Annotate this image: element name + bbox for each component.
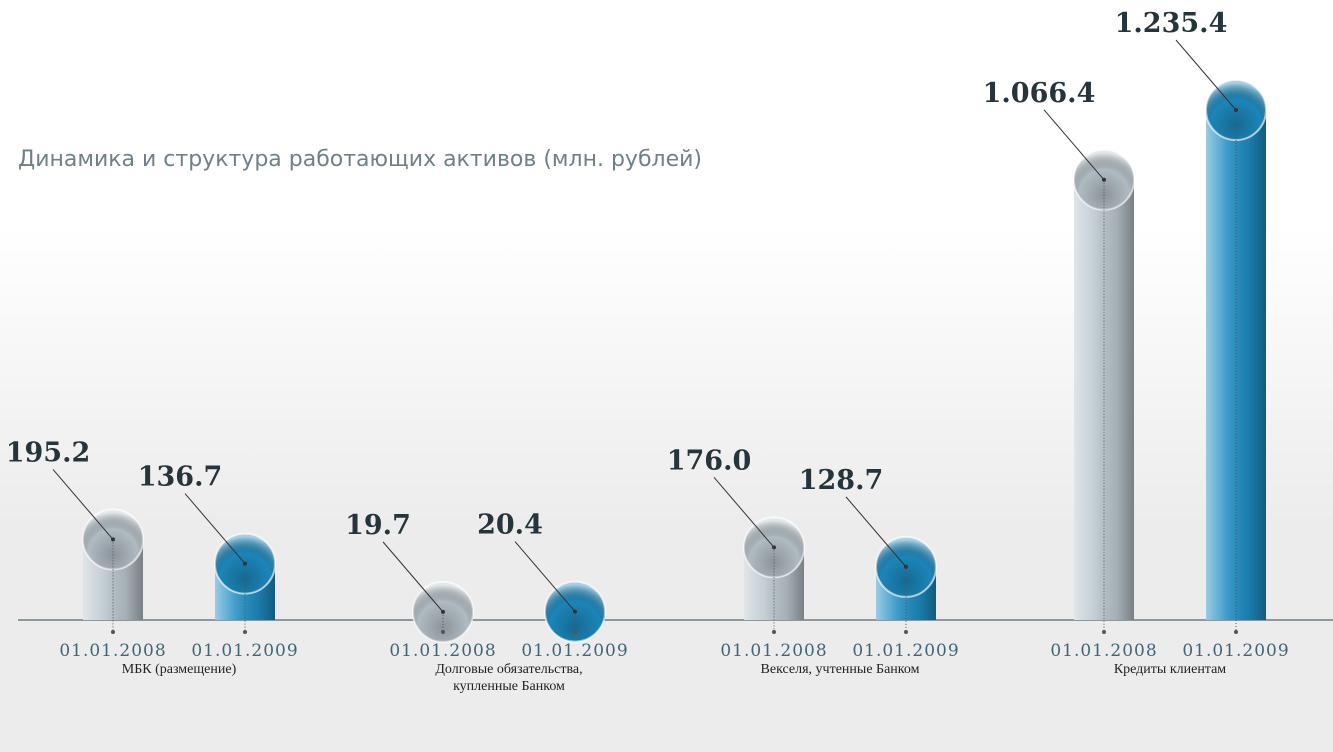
dot bbox=[441, 630, 445, 634]
category-label: МБК (размещение) bbox=[121, 662, 237, 677]
leader-line bbox=[514, 541, 576, 612]
dot bbox=[111, 630, 115, 634]
series-label: 01.01.2008 bbox=[59, 641, 166, 661]
series-label: 01.01.2009 bbox=[521, 641, 628, 661]
dot bbox=[1234, 630, 1238, 634]
leader-line bbox=[713, 477, 775, 548]
value-label: 195.2 bbox=[6, 437, 91, 468]
leader-line bbox=[1043, 109, 1105, 181]
leader-line bbox=[845, 496, 907, 568]
value-label: 176.0 bbox=[667, 445, 752, 476]
category-label: Кредиты клиентам bbox=[1113, 662, 1227, 677]
value-label: 20.4 bbox=[477, 510, 543, 541]
dot bbox=[772, 630, 776, 634]
dot bbox=[243, 630, 247, 634]
series-label: 01.01.2008 bbox=[720, 641, 827, 661]
leader-line bbox=[184, 493, 246, 564]
series-label: 01.01.2009 bbox=[191, 641, 298, 661]
value-label: 19.7 bbox=[345, 510, 411, 541]
value-label: 128.7 bbox=[799, 465, 884, 496]
value-label: 1.066.4 bbox=[983, 78, 1096, 109]
leader-line bbox=[382, 541, 444, 613]
series-label: 01.01.2009 bbox=[1182, 641, 1289, 661]
category-label: Долговые обязательства, купленные Банком bbox=[435, 662, 583, 694]
leader-line bbox=[1175, 39, 1237, 111]
leader-line bbox=[52, 469, 114, 540]
series-label: 01.01.2008 bbox=[1050, 641, 1157, 661]
series-label: 01.01.2009 bbox=[852, 641, 959, 661]
value-label: 136.7 bbox=[138, 462, 223, 493]
dot bbox=[1102, 630, 1106, 634]
category-label: Векселя, учтенные Банком bbox=[760, 662, 920, 677]
dot bbox=[573, 630, 577, 634]
chart-title: Динамика и структура работающих активов … bbox=[18, 147, 702, 172]
dot bbox=[904, 630, 908, 634]
value-label: 1.235.4 bbox=[1115, 8, 1228, 39]
series-label: 01.01.2008 bbox=[389, 641, 496, 661]
